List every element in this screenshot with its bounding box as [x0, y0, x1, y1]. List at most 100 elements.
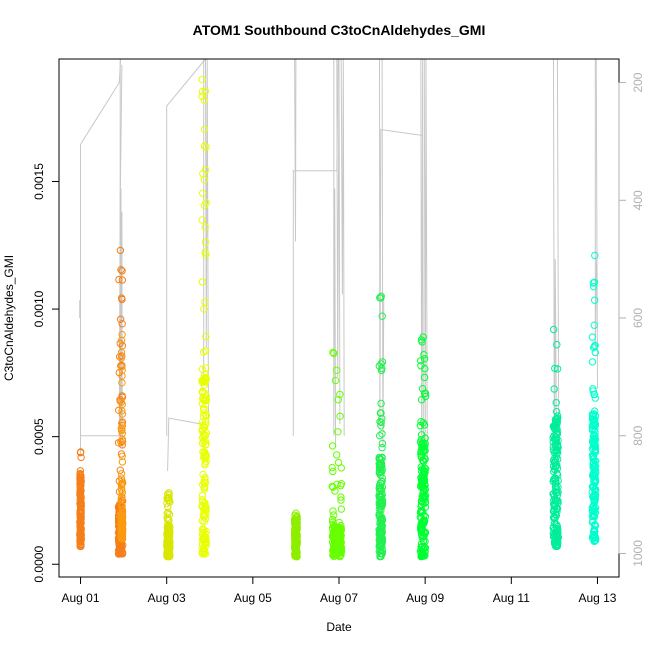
- data-point: [76, 508, 84, 516]
- scatter-points-layer: [76, 75, 600, 561]
- data-point: [198, 216, 206, 224]
- data-point: [377, 399, 385, 408]
- data-point: [590, 526, 598, 535]
- data-point: [377, 366, 386, 375]
- data-point: [590, 321, 598, 329]
- data-point: [115, 406, 123, 414]
- data-point: [421, 392, 430, 401]
- data-point: [117, 354, 126, 362]
- data-point: [590, 344, 598, 352]
- data-point: [554, 483, 562, 491]
- data-point: [589, 511, 597, 519]
- data-point: [378, 430, 386, 438]
- data-point: [551, 515, 559, 523]
- data-point: [328, 442, 337, 450]
- secondary-series-line: [340, 58, 345, 436]
- data-point: [329, 515, 337, 524]
- data-point: [589, 420, 598, 428]
- secondary-series-line: [294, 58, 297, 242]
- data-point: [200, 533, 208, 541]
- data-point: [589, 385, 597, 393]
- data-point: [420, 373, 429, 382]
- data-point: [292, 532, 300, 540]
- data-point: [549, 490, 557, 498]
- secondary-series-line: [333, 59, 337, 448]
- data-point: [553, 341, 561, 349]
- data-point: [334, 458, 343, 467]
- data-point: [421, 493, 429, 501]
- data-point: [550, 531, 558, 539]
- data-point: [200, 423, 208, 431]
- data-point: [552, 416, 560, 424]
- data-point: [589, 412, 598, 420]
- data-point: [116, 466, 125, 474]
- data-point: [591, 495, 599, 503]
- data-point: [591, 431, 599, 440]
- data-point: [329, 551, 337, 559]
- data-point: [553, 425, 561, 433]
- secondary-series-line: [553, 58, 557, 495]
- data-point: [376, 455, 384, 464]
- data-point: [550, 325, 558, 334]
- data-point: [290, 530, 299, 538]
- data-point: [550, 385, 558, 393]
- data-point: [336, 390, 344, 399]
- data-point: [590, 477, 598, 485]
- data-point: [118, 509, 126, 518]
- data-point: [116, 246, 125, 255]
- data-point: [201, 248, 209, 257]
- data-point: [376, 484, 384, 492]
- data-point: [118, 458, 127, 466]
- secondary-series-line: [556, 58, 560, 425]
- data-point: [551, 463, 560, 471]
- data-point: [334, 428, 342, 436]
- data-point: [552, 399, 560, 407]
- data-point: [551, 466, 559, 474]
- data-point: [198, 278, 207, 286]
- data-point: [553, 452, 561, 460]
- data-point: [77, 498, 85, 506]
- data-point: [589, 507, 597, 515]
- data-point: [115, 275, 123, 284]
- data-point: [554, 436, 562, 445]
- y-tick-label: 0.0000: [32, 546, 46, 583]
- x-axis: Aug 01 Aug 03 Aug 05 Aug 07 Aug 09 Aug 11 Aug …: [62, 576, 617, 605]
- data-point: [165, 491, 173, 499]
- data-point: [591, 445, 600, 453]
- data-point: [118, 477, 126, 485]
- data-point: [333, 451, 341, 459]
- data-point: [331, 537, 339, 545]
- data-point: [118, 320, 126, 328]
- data-point: [417, 362, 425, 370]
- data-point: [117, 481, 126, 489]
- data-point: [163, 514, 171, 522]
- data-point: [328, 463, 336, 472]
- data-point: [117, 294, 126, 302]
- data-point: [202, 440, 210, 448]
- data-point: [417, 431, 426, 439]
- data-point: [118, 366, 126, 374]
- data-point: [118, 267, 126, 275]
- data-point: [198, 549, 207, 558]
- data-point: [554, 533, 562, 541]
- data-point: [164, 521, 172, 529]
- data-point: [201, 298, 209, 306]
- data-point: [417, 463, 425, 471]
- data-point: [337, 496, 345, 504]
- data-point: [200, 176, 209, 184]
- data-point: [76, 449, 85, 457]
- data-point: [198, 87, 207, 96]
- data-point: [553, 365, 562, 373]
- chart-title: ATOM1 Southbound C3toCnAldehydes_GMI: [193, 22, 486, 38]
- data-point: [201, 400, 210, 409]
- data-point: [331, 487, 339, 495]
- data-point: [418, 385, 427, 393]
- data-point: [591, 296, 599, 304]
- data-point: [166, 539, 174, 547]
- data-point: [76, 467, 85, 475]
- data-point: [202, 364, 210, 372]
- data-point: [337, 505, 346, 513]
- data-point: [420, 355, 429, 363]
- data-point: [293, 548, 301, 557]
- secondary-series-line: [595, 58, 598, 389]
